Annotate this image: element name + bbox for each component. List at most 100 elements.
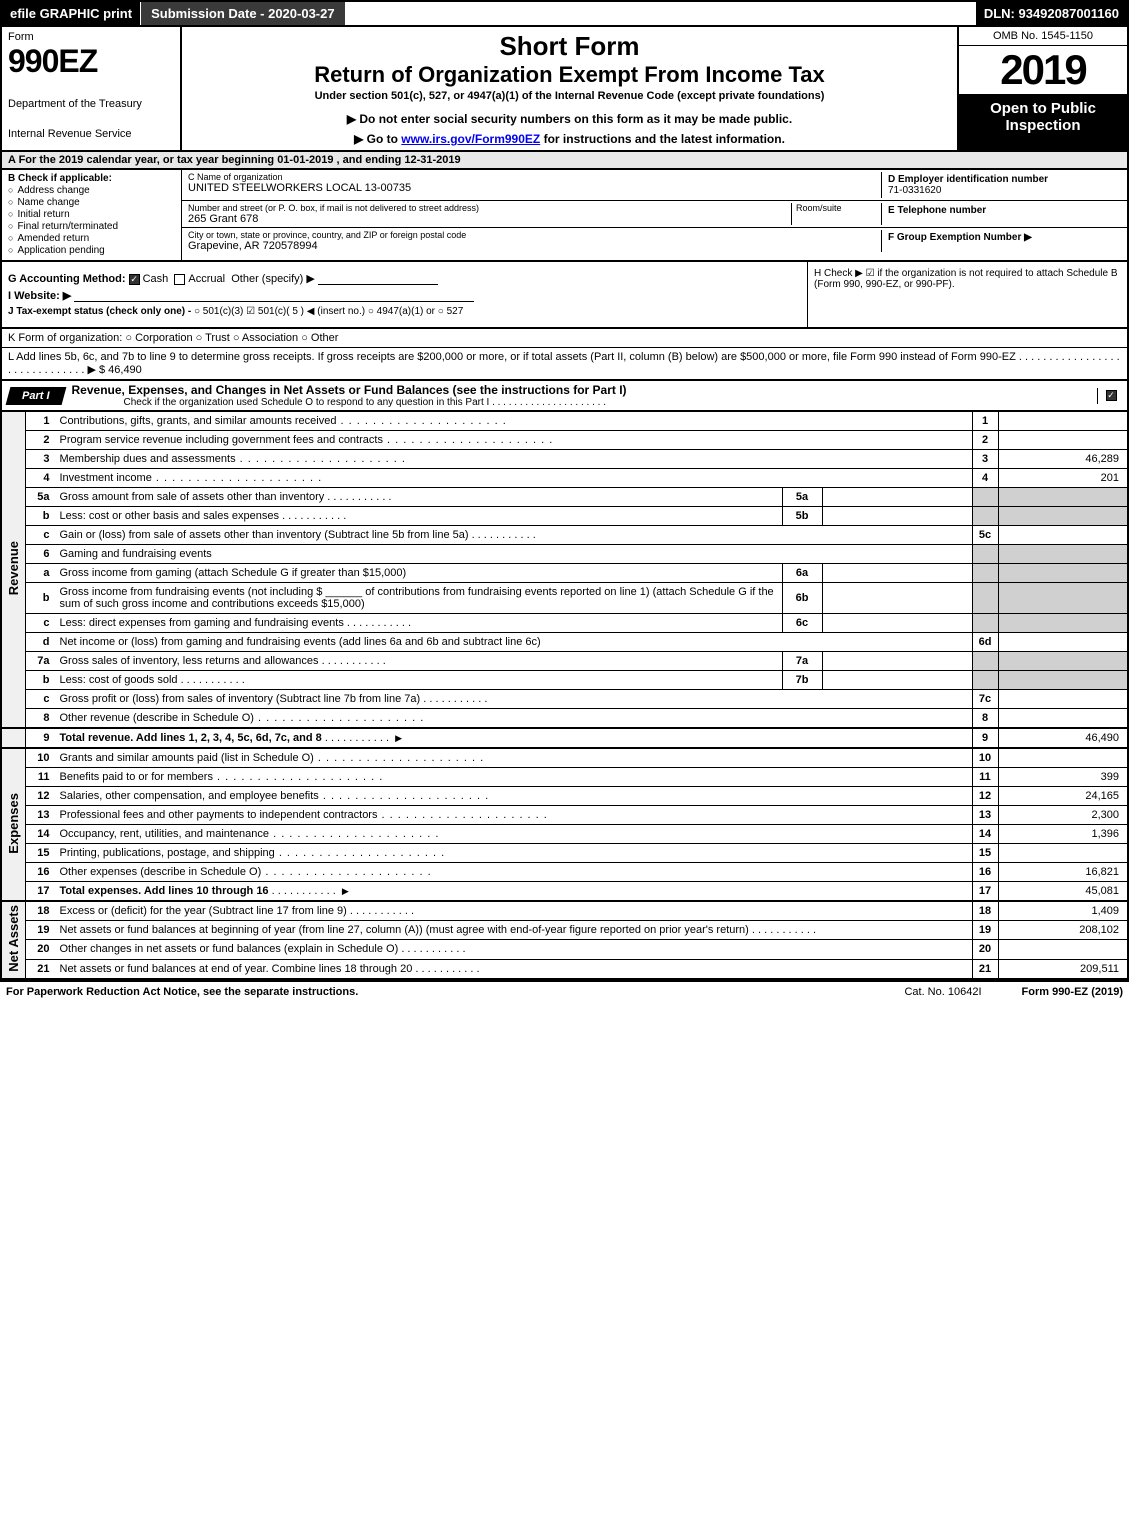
header-right: OMB No. 1545-1150 2019 Open to Public In… — [957, 27, 1127, 150]
line-15-ref: 15 — [972, 844, 998, 863]
line-6c-ref — [972, 614, 998, 633]
chk-cash[interactable]: ✓ — [129, 274, 140, 285]
line-13-ref: 13 — [972, 806, 998, 825]
col-b-header: B Check if applicable: — [8, 173, 175, 184]
vlabel-expenses: Expenses — [6, 793, 21, 854]
line-4-ref: 4 — [972, 469, 998, 488]
page-footer: For Paperwork Reduction Act Notice, see … — [0, 980, 1129, 1002]
line-6b-amt — [998, 583, 1128, 614]
line-5a-num: 5a — [26, 488, 56, 507]
open-to-public: Open to Public Inspection — [959, 94, 1127, 150]
line-11-ref: 11 — [972, 768, 998, 787]
line-11-desc: Benefits paid to or for members — [56, 768, 973, 787]
line-7a-subnum: 7a — [782, 652, 822, 671]
topbar: efile GRAPHIC print Submission Date - 20… — [0, 0, 1129, 27]
line-3-amt: 46,289 — [998, 450, 1128, 469]
part-i-table: Revenue 1 Contributions, gifts, grants, … — [0, 412, 1129, 980]
org-name: UNITED STEELWORKERS LOCAL 13-00735 — [188, 182, 881, 194]
line-5a-amt — [998, 488, 1128, 507]
line-11-amt: 399 — [998, 768, 1128, 787]
line-6b-desc: Gross income from fundraising events (no… — [56, 583, 783, 614]
line-7a-desc: Gross sales of inventory, less returns a… — [56, 652, 783, 671]
dln: DLN: 93492087001160 — [976, 2, 1127, 25]
line-5c-amt — [998, 526, 1128, 545]
line-14-desc: Occupancy, rent, utilities, and maintena… — [56, 825, 973, 844]
line-6c-subval — [822, 614, 972, 633]
dept-treasury: Department of the Treasury — [8, 98, 174, 110]
line-7b-subnum: 7b — [782, 671, 822, 690]
col-b-check-applicable: B Check if applicable: Address change Na… — [2, 170, 182, 260]
chk-address-change[interactable]: Address change — [8, 185, 175, 196]
row-l: L Add lines 5b, 6c, and 7b to line 9 to … — [0, 348, 1129, 381]
ein-value: 71-0331620 — [888, 185, 1115, 196]
line-13-amt: 2,300 — [998, 806, 1128, 825]
chk-final-return[interactable]: Final return/terminated — [8, 221, 175, 232]
line-8-ref: 8 — [972, 709, 998, 729]
line-10-desc: Grants and similar amounts paid (list in… — [56, 748, 973, 768]
line-5b-subnum: 5b — [782, 507, 822, 526]
line-1-num: 1 — [26, 412, 56, 431]
chk-amended-return[interactable]: Amended return — [8, 233, 175, 244]
g-accounting: G Accounting Method: ✓Cash Accrual Other… — [8, 272, 801, 285]
part-i-tab: Part I — [6, 387, 66, 405]
line-3-desc: Membership dues and assessments — [56, 450, 973, 469]
irs-link[interactable]: www.irs.gov/Form990EZ — [401, 132, 540, 146]
line-5a-subval — [822, 488, 972, 507]
part-i-checkbox[interactable]: ✓ — [1097, 388, 1127, 404]
line-7b-subval — [822, 671, 972, 690]
line-3-num: 3 — [26, 450, 56, 469]
line-2-amt — [998, 431, 1128, 450]
line-10-ref: 10 — [972, 748, 998, 768]
footer-left: For Paperwork Reduction Act Notice, see … — [6, 986, 864, 998]
chk-application-pending[interactable]: Application pending — [8, 245, 175, 256]
line-7b-amt — [998, 671, 1128, 690]
line-20-num: 20 — [26, 940, 56, 959]
i-website: I Website: ▶ — [8, 289, 801, 302]
f-group-label: F Group Exemption Number ▶ — [888, 232, 1115, 243]
header-left: Form 990EZ Department of the Treasury In… — [2, 27, 182, 150]
part-i-header: Part I Revenue, Expenses, and Changes in… — [0, 381, 1129, 412]
efile-print-button[interactable]: efile GRAPHIC print — [2, 2, 141, 25]
line-4-amt: 201 — [998, 469, 1128, 488]
line-5c-ref: 5c — [972, 526, 998, 545]
row-k: K Form of organization: ○ Corporation ○ … — [0, 329, 1129, 348]
line-6-num: 6 — [26, 545, 56, 564]
form-label: Form — [8, 31, 174, 43]
chk-initial-return[interactable]: Initial return — [8, 209, 175, 220]
line-1-desc: Contributions, gifts, grants, and simila… — [56, 412, 973, 431]
goto-prefix: ▶ Go to — [354, 132, 401, 146]
line-19-num: 19 — [26, 921, 56, 940]
j-tax-exempt: J Tax-exempt status (check only one) - ○… — [8, 306, 801, 317]
line-17-desc: Total expenses. Add lines 10 through 16 — [56, 882, 973, 902]
line-12-desc: Salaries, other compensation, and employ… — [56, 787, 973, 806]
j-label: J Tax-exempt status (check only one) - — [8, 306, 191, 317]
form-header: Form 990EZ Department of the Treasury In… — [0, 27, 1129, 152]
room-suite-label: Room/suite — [796, 203, 881, 213]
line-6c-amt — [998, 614, 1128, 633]
col-c: C Name of organization UNITED STEELWORKE… — [182, 170, 1127, 260]
g-label: G Accounting Method: — [8, 273, 126, 285]
line-19-amt: 208,102 — [998, 921, 1128, 940]
g-cash: Cash — [143, 273, 169, 285]
line-8-desc: Other revenue (describe in Schedule O) — [56, 709, 973, 729]
tax-year: 2019 — [959, 46, 1127, 94]
line-4-num: 4 — [26, 469, 56, 488]
line-16-amt: 16,821 — [998, 863, 1128, 882]
line-13-desc: Professional fees and other payments to … — [56, 806, 973, 825]
line-1-ref: 1 — [972, 412, 998, 431]
chk-name-change[interactable]: Name change — [8, 197, 175, 208]
header-mid: Short Form Return of Organization Exempt… — [182, 27, 957, 150]
line-6d-amt — [998, 633, 1128, 652]
line-6d-desc: Net income or (loss) from gaming and fun… — [56, 633, 973, 652]
line-5b-desc: Less: cost or other basis and sales expe… — [56, 507, 783, 526]
line-7c-ref: 7c — [972, 690, 998, 709]
line-2-num: 2 — [26, 431, 56, 450]
line-18-amt: 1,409 — [998, 901, 1128, 921]
line-16-desc: Other expenses (describe in Schedule O) — [56, 863, 973, 882]
line-8-num: 8 — [26, 709, 56, 729]
line-7a-num: 7a — [26, 652, 56, 671]
chk-accrual[interactable] — [174, 274, 185, 285]
line-6a-subnum: 6a — [782, 564, 822, 583]
vlabel-revenue: Revenue — [6, 541, 21, 595]
line-18-num: 18 — [26, 901, 56, 921]
